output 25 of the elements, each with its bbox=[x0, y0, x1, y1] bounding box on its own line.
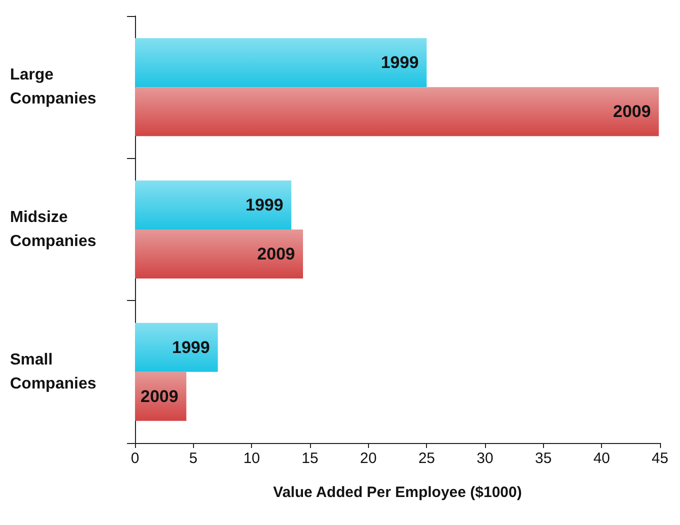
x-tick-label: 35 bbox=[534, 450, 552, 467]
bar bbox=[135, 322, 218, 372]
x-tick-label: 5 bbox=[189, 450, 198, 467]
x-axis-title: Value Added Per Employee ($1000) bbox=[273, 484, 522, 501]
x-tick-label: 0 bbox=[130, 450, 140, 467]
bar bbox=[135, 230, 303, 278]
x-tick-label: 40 bbox=[593, 450, 610, 467]
bar bbox=[135, 87, 659, 136]
bar bbox=[135, 180, 292, 230]
x-tick-label: 10 bbox=[243, 450, 260, 467]
series-label: 2009 bbox=[140, 386, 178, 406]
y-tick-label: Large Companies bbox=[10, 66, 96, 108]
text: 1999 bbox=[246, 196, 284, 214]
x-tick-label: 30 bbox=[476, 450, 494, 467]
x-tick-label: 15 bbox=[302, 450, 318, 467]
text: 1999 bbox=[172, 338, 210, 357]
y-tick-label: Small Companies bbox=[10, 351, 96, 392]
bar bbox=[135, 38, 427, 88]
text: 2009 bbox=[613, 102, 651, 122]
text: 2009 bbox=[257, 244, 295, 264]
y-tick-label: Midsize Companies bbox=[10, 209, 96, 250]
series-label: 1999 bbox=[380, 53, 419, 72]
x-tick-label: 45 bbox=[652, 450, 668, 467]
x-tick-label: 20 bbox=[360, 450, 377, 467]
x-tick-label: 25 bbox=[418, 450, 436, 467]
